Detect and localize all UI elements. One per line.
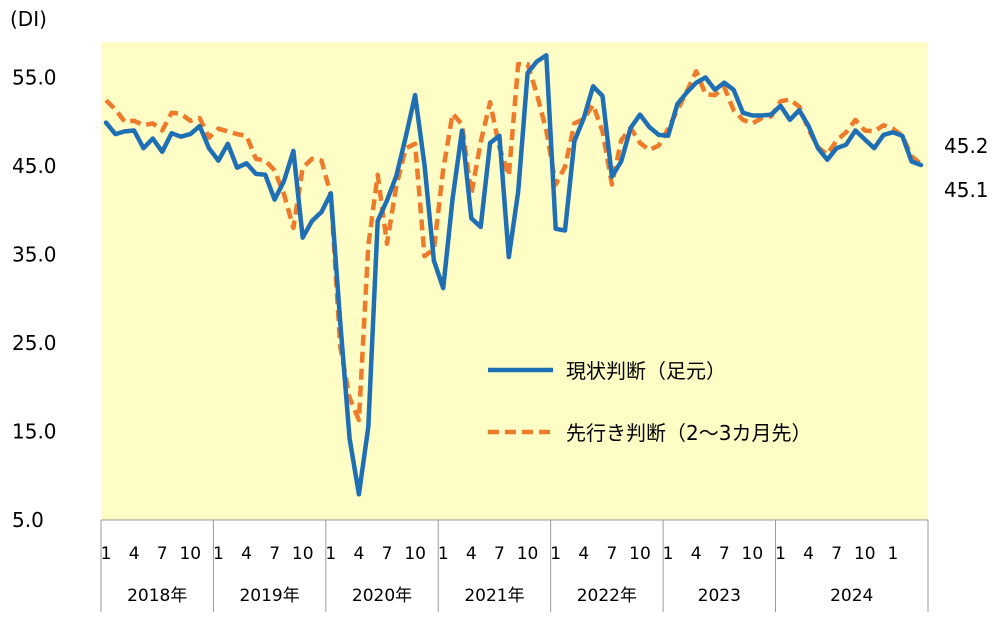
x-tick-label: 4 — [691, 544, 702, 564]
x-tick-label: 1 — [550, 544, 561, 564]
x-tick-label: 1 — [101, 544, 112, 564]
end-label-current: 45.1 — [944, 178, 989, 202]
series-line-outlook — [104, 61, 923, 423]
x-tick-label: 10 — [854, 544, 876, 564]
y-axis-ticks: 5.0 15.0 25.0 35.0 45.0 55.0 — [12, 65, 57, 532]
x-tick-label: 7 — [494, 544, 505, 564]
x-tick-label: 10 — [292, 544, 314, 564]
x-tick-label: 7 — [831, 544, 842, 564]
x-tick-label: 7 — [382, 544, 393, 564]
x-year-label: 2023 — [698, 586, 741, 606]
series-layer — [103, 53, 924, 497]
x-year-label: 2018年 — [127, 586, 187, 606]
y-tick-label: 35.0 — [12, 242, 57, 266]
x-year-label: 2019年 — [239, 586, 299, 606]
x-tick-label: 1 — [438, 544, 449, 564]
legend-label-outlook: 先行き判断（2～3カ月先） — [566, 421, 811, 445]
x-tick-label: 1 — [775, 544, 786, 564]
x-tick-label: 10 — [179, 544, 201, 564]
x-year-label: 2020年 — [352, 586, 412, 606]
x-tick-label: 1 — [887, 544, 898, 564]
x-tick-label: 7 — [606, 544, 617, 564]
x-tick-label: 10 — [517, 544, 539, 564]
y-tick-label: 5.0 — [12, 508, 44, 532]
x-axis: 1 4 7 10 1 4 7 10 1 4 7 10 1 4 7 10 1 4 7 10 1 4 7 10 1 4 7 10 12018… — [100, 519, 929, 612]
x-tick-label: 10 — [404, 544, 426, 564]
x-tick-label: 4 — [241, 544, 252, 564]
x-tick-label: 4 — [354, 544, 365, 564]
series-line-current — [103, 53, 924, 497]
x-tick-label: 10 — [742, 544, 764, 564]
x-tick-label: 4 — [803, 544, 814, 564]
x-tick-label: 1 — [325, 544, 336, 564]
x-tick-label: 4 — [466, 544, 477, 564]
x-year-label: 2021年 — [464, 586, 524, 606]
x-tick-label: 10 — [629, 544, 651, 564]
y-tick-label: 25.0 — [12, 331, 57, 355]
x-tick-label: 7 — [269, 544, 280, 564]
y-unit-label: (DI) — [10, 7, 47, 31]
end-label-outlook: 45.2 — [944, 134, 989, 158]
x-tick-label: 1 — [663, 544, 674, 564]
x-tick-label: 4 — [129, 544, 140, 564]
x-tick-label: 1 — [213, 544, 224, 564]
x-tick-label: 7 — [157, 544, 168, 564]
legend-label-current: 現状判断（足元） — [566, 359, 726, 383]
x-tick-label: 7 — [719, 544, 730, 564]
y-tick-label: 45.0 — [12, 154, 57, 178]
x-year-label: 2022年 — [577, 586, 637, 606]
x-year-label: 2024 — [830, 586, 873, 606]
y-tick-label: 15.0 — [12, 419, 57, 443]
x-tick-label: 4 — [578, 544, 589, 564]
y-tick-label: 55.0 — [12, 65, 57, 89]
